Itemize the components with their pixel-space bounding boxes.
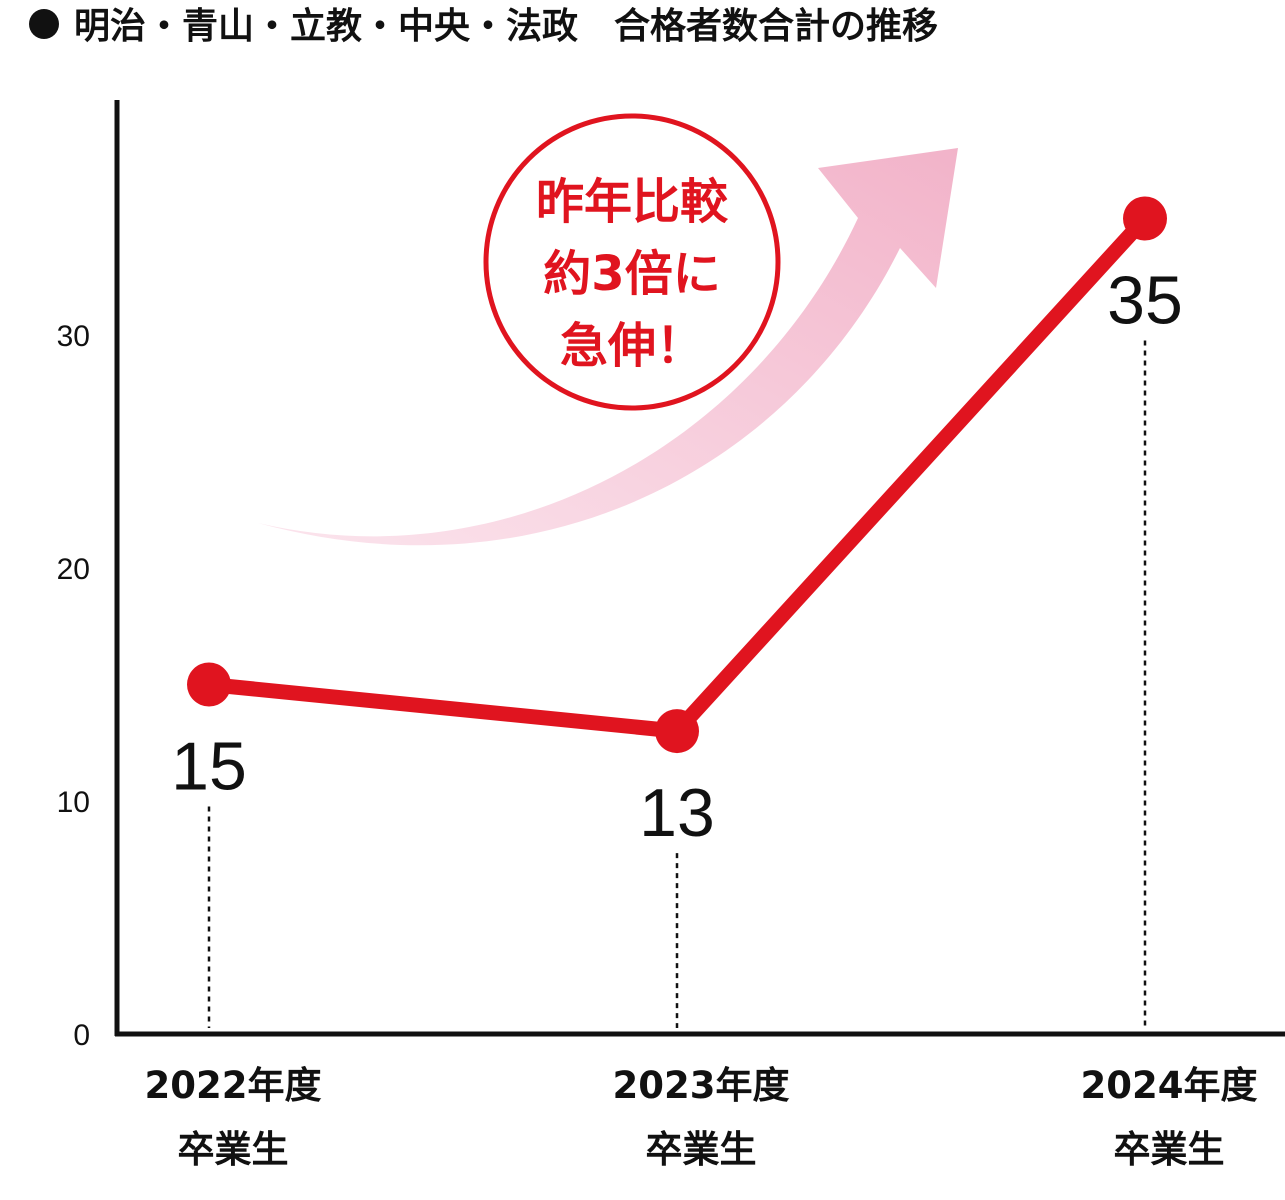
y-tick-label: 10: [57, 786, 90, 819]
annotation-line-1: 昨年比較: [536, 174, 729, 230]
annotation-line-3: 急伸！: [560, 318, 704, 374]
x-tick-label: 2024年度: [1081, 1064, 1258, 1107]
y-tick-label: 20: [57, 553, 90, 586]
y-tick-label: 0: [73, 1019, 90, 1052]
x-tick-label: 卒業生: [646, 1128, 757, 1171]
x-tick-label: 2022年度: [145, 1064, 322, 1107]
annotation-circle: [483, 113, 781, 411]
data-point: [187, 662, 231, 707]
chart-title: 明治・青山・立教・中央・法政 合格者数合計の推移: [74, 6, 938, 47]
data-labels: 15 13 35: [171, 263, 1183, 852]
data-label: 15: [171, 729, 247, 805]
annotation-badge: 昨年比較 約3倍に 急伸！: [483, 113, 781, 411]
x-tick-label: 卒業生: [178, 1128, 289, 1171]
data-point: [655, 709, 699, 754]
data-point: [1123, 196, 1167, 241]
y-tick-labels: 0 10 20 30: [57, 320, 90, 1052]
x-tick-label: 2023年度: [613, 1064, 790, 1107]
data-label: 35: [1107, 263, 1183, 339]
x-tick-label: 卒業生: [1114, 1128, 1225, 1171]
drop-lines: [207, 340, 1147, 1028]
y-tick-label: 30: [57, 320, 90, 353]
annotation-line-2: 約3倍に: [543, 246, 720, 302]
chart-title-group: 明治・青山・立教・中央・法政 合格者数合計の推移: [29, 6, 938, 47]
title-bullet-icon: [29, 9, 59, 39]
growth-arrow-icon: [258, 148, 958, 546]
data-label: 13: [639, 775, 715, 851]
series-line: [187, 196, 1167, 754]
